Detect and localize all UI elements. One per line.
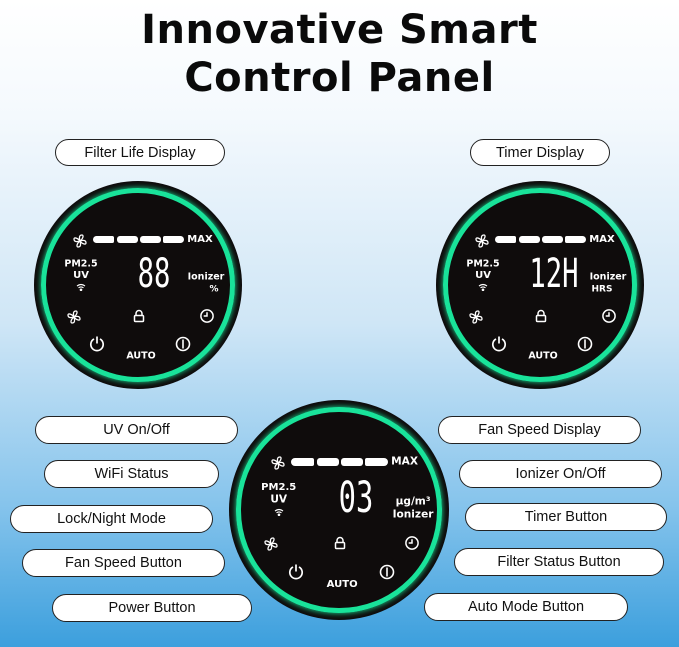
filter-icon[interactable] [175,336,191,352]
label-filter-status-button: Filter Status Button [454,548,664,576]
lock-icon[interactable] [535,309,547,323]
wifi-icon [478,283,488,291]
clock-icon[interactable] [200,309,215,324]
uv-label: UV [475,270,491,281]
fan-speed-bar [93,236,114,243]
fan-speed-bar [117,236,138,243]
lock-icon[interactable] [334,536,346,550]
label-timer-button: Timer Button [465,503,667,531]
green-ring [443,188,637,382]
uv-label: UV [73,270,89,281]
auto-label[interactable]: AUTO [326,579,358,591]
fan-speed-bar [542,236,563,243]
fan-speed-bar [291,458,314,466]
unit-bottom-label: HRS [591,284,613,295]
green-ring [41,188,235,382]
fan-speed-bar [365,458,388,466]
display-digits: 12H [529,251,579,297]
wifi-icon [76,283,86,291]
fan-speed-button-icon[interactable] [468,309,484,325]
label-filter-life-display: Filter Life Display [55,139,225,166]
power-icon[interactable] [288,564,304,581]
fan-speed-bar [495,236,516,243]
unit-top-label: Ionizer [589,271,627,283]
fan-speed-bar [519,236,540,243]
unit-top-label: μg/m³ [395,495,431,508]
title-line-1: Innovative Smart [141,7,538,53]
pm25-label: PM2.5 [466,258,500,270]
unit-bottom-label: % [209,284,219,295]
uv-label: UV [270,494,288,507]
pm25-label: PM2.5 [64,258,98,270]
pm25-label: PM2.5 [261,481,297,493]
filter-icon[interactable] [379,564,395,580]
title-line-2: Control Panel [184,55,495,101]
control-panel-1: MAX PM2.5 UV 88 Ionizer% AUTO [34,181,242,389]
clock-icon[interactable] [602,309,617,324]
label-timer-display: Timer Display [470,139,610,166]
fan-speed-bar [341,458,364,466]
label-wifi-status: WiFi Status [44,460,219,488]
fan-speed-bar [316,458,339,466]
power-icon[interactable] [491,336,507,353]
unit-top-label: Ionizer [187,271,225,283]
green-ring [236,407,442,613]
max-label: MAX [187,234,213,245]
fan-speed-button-icon[interactable] [66,309,82,325]
fan-speed-indicator-icon [474,233,490,249]
label-uv-on-off: UV On/Off [35,416,238,444]
display-digits: 03 [338,473,374,523]
fan-speed-bar [163,236,184,243]
fan-speed-bar [565,236,586,243]
fan-speed-indicator-icon [72,233,88,249]
fan-speed-indicator-icon [270,455,286,471]
auto-label[interactable]: AUTO [126,350,156,362]
clock-icon[interactable] [404,535,419,550]
lock-icon[interactable] [133,309,145,323]
label-auto-mode-button: Auto Mode Button [424,593,628,621]
power-icon[interactable] [89,336,105,353]
wifi-icon [274,508,284,517]
label-fan-speed-display: Fan Speed Display [438,416,641,444]
max-label: MAX [589,234,615,245]
control-panel-2: MAX PM2.5 UV 12H Ionizer HRS AUTO [436,181,644,389]
filter-icon[interactable] [577,336,593,352]
auto-label[interactable]: AUTO [528,350,558,362]
label-ionizer-on-off: Ionizer On/Off [459,460,662,488]
label-lock-night-mode: Lock/Night Mode [10,505,213,533]
label-fan-speed-button: Fan Speed Button [22,549,225,577]
control-panel-3: MAX PM2.5 UV 03 μg/m³ Ionizer AUTO [229,400,449,620]
fan-speed-button-icon[interactable] [263,536,279,552]
max-label: MAX [391,456,418,469]
label-power-button: Power Button [52,594,252,622]
fan-speed-bar [140,236,161,243]
unit-bottom-label: Ionizer [392,508,434,521]
display-digits: 88 [137,251,171,297]
